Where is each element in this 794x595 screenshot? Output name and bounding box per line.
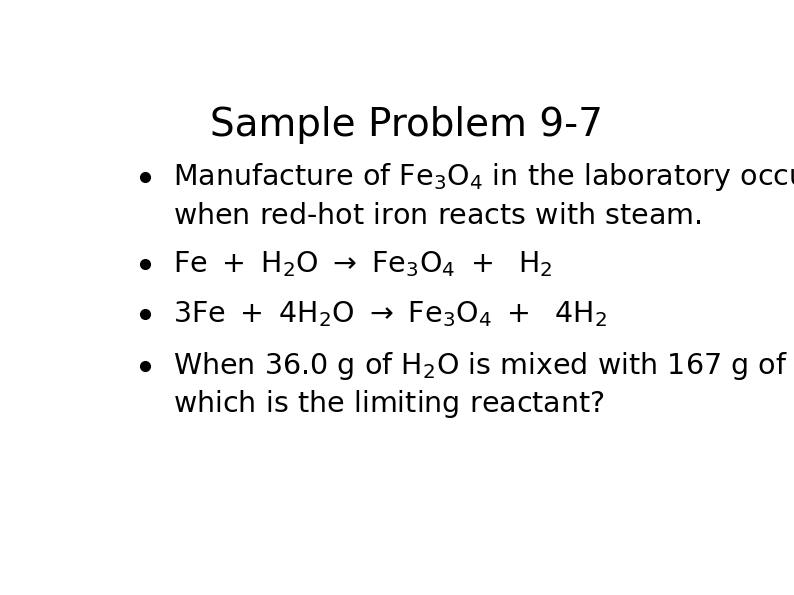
Text: $\mathregular{when\ red\text{-}hot\ iron\ reacts\ with\ steam.}$: $\mathregular{when\ red\text{-}hot\ iron… <box>173 202 701 230</box>
Text: $\mathregular{which\ is\ the\ limiting\ reactant?}$: $\mathregular{which\ is\ the\ limiting\ … <box>173 389 605 421</box>
Text: $\mathregular{When\ 36.0\ g\ of\ H_2O\ is\ mixed\ with\ 167\ g\ of\ Fe,}$: $\mathregular{When\ 36.0\ g\ of\ H_2O\ i… <box>173 349 794 381</box>
Text: $\mathregular{3Fe\ +\ 4H_2O\ \rightarrow\ Fe_3O_4\ +\ \ 4H_2}$: $\mathregular{3Fe\ +\ 4H_2O\ \rightarrow… <box>173 299 607 329</box>
Text: $\mathregular{Fe\ +\ H_2O\ \rightarrow\ Fe_3O_4\ +\ \ H_2}$: $\mathregular{Fe\ +\ H_2O\ \rightarrow\ … <box>173 249 553 278</box>
Text: Sample Problem 9-7: Sample Problem 9-7 <box>210 106 603 144</box>
Text: $\mathregular{Manufacture\ of\ Fe_3O_4\ in\ the\ laboratory\ occurs}$: $\mathregular{Manufacture\ of\ Fe_3O_4\ … <box>173 161 794 193</box>
